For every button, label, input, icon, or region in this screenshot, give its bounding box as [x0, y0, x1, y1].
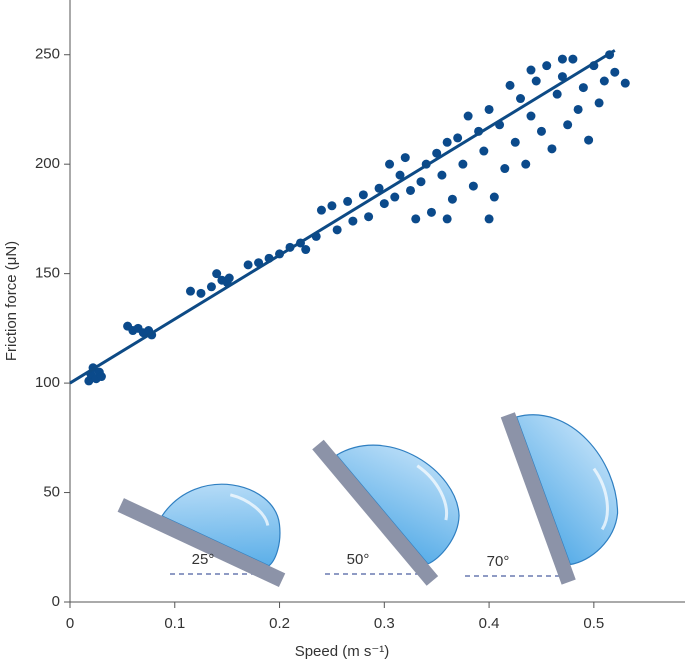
y-tick-label: 200 [35, 155, 60, 172]
data-point [542, 61, 552, 71]
data-point [484, 214, 494, 224]
x-tick-label: 0.4 [479, 615, 500, 632]
data-point [332, 225, 342, 235]
data-point [400, 153, 410, 163]
data-point [343, 196, 353, 206]
angle-label: 25° [192, 551, 215, 568]
data-point [453, 133, 463, 143]
data-point [395, 170, 405, 180]
y-tick-label: 0 [52, 593, 60, 610]
data-point [500, 164, 510, 174]
data-point [442, 214, 452, 224]
data-point [505, 80, 515, 90]
data-point [185, 286, 195, 296]
data-point [224, 273, 234, 283]
illustrations [117, 412, 619, 587]
data-point [301, 245, 311, 255]
data-point [526, 111, 536, 121]
data-point [406, 185, 416, 195]
data-point [536, 126, 546, 136]
data-point [243, 260, 253, 270]
data-point [620, 78, 630, 88]
fit-line [69, 49, 616, 385]
data-point [442, 137, 452, 147]
data-point [563, 120, 573, 130]
y-tick-label: 100 [35, 374, 60, 391]
data-point [547, 144, 557, 154]
data-point [96, 372, 106, 382]
data-point [212, 269, 222, 279]
data-point [573, 104, 583, 114]
data-point [468, 181, 478, 191]
data-point [521, 159, 531, 169]
data-point [599, 76, 609, 86]
data-point [327, 201, 337, 211]
x-tick-label: 0 [66, 615, 74, 632]
plate [500, 412, 576, 585]
angle-label: 50° [347, 551, 370, 568]
data-point [552, 89, 562, 99]
x-tick-label: 0.1 [164, 615, 185, 632]
x-tick-label: 0.5 [583, 615, 604, 632]
data-point [610, 67, 620, 77]
data-point [358, 190, 368, 200]
data-point [206, 282, 216, 292]
data-point [557, 54, 567, 64]
droplet [515, 414, 619, 566]
droplet-illustration [117, 483, 286, 587]
data-point [531, 76, 541, 86]
plate [117, 498, 286, 587]
data-point [484, 104, 494, 114]
data-point [557, 72, 567, 82]
data-point [437, 170, 447, 180]
data-point [432, 148, 442, 158]
droplet-illustration [500, 412, 619, 585]
data-point [416, 177, 426, 187]
data-point [458, 159, 468, 169]
data-point [374, 183, 384, 193]
x-axis-label: Speed (m s⁻¹) [295, 643, 390, 660]
data-point [447, 194, 457, 204]
data-point [390, 192, 400, 202]
data-point [379, 199, 389, 209]
droplet-highlight [592, 467, 609, 531]
x-tick-label: 0.2 [269, 615, 290, 632]
data-point [594, 98, 604, 108]
data-point [463, 111, 473, 121]
data-point [426, 207, 436, 217]
y-tick-label: 250 [35, 46, 60, 63]
data-point [510, 137, 520, 147]
data-point [385, 159, 395, 169]
droplet-highlight [229, 493, 270, 526]
plate [312, 439, 439, 586]
droplet-illustration [312, 439, 460, 586]
y-axis-label: Friction force (μN) [3, 241, 20, 361]
data-point [316, 205, 326, 215]
y-tick-label: 50 [43, 484, 60, 501]
data-point [348, 216, 358, 226]
data-point [411, 214, 421, 224]
droplet-highlight [416, 464, 449, 521]
x-tick-label: 0.3 [374, 615, 395, 632]
data-point [364, 212, 374, 222]
data-point [568, 54, 578, 64]
data-point [479, 146, 489, 156]
data-point [578, 83, 588, 93]
angle-label: 70° [487, 553, 510, 570]
data-point [584, 135, 594, 145]
data-point [196, 288, 206, 298]
data-point [489, 192, 499, 202]
data-point [526, 65, 536, 75]
data-point [516, 94, 526, 104]
y-tick-label: 150 [35, 265, 60, 282]
